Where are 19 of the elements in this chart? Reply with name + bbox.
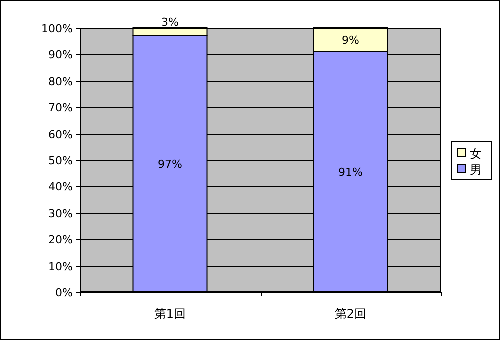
y-tick-label: 30% — [48, 208, 73, 220]
y-tick-label: 50% — [48, 154, 73, 168]
y-tick-label: 90% — [48, 48, 73, 62]
y-tick-label: 70% — [48, 102, 73, 114]
y-tick-label: 20% — [48, 234, 73, 246]
x-tick-label: 第1回 — [154, 307, 186, 321]
y-tick-label: 0% — [56, 286, 73, 300]
legend-label: 男 — [470, 163, 482, 177]
y-tick-label: 60% — [48, 128, 73, 142]
data-label: 97% — [158, 158, 182, 171]
y-tick-label: 40% — [48, 180, 73, 194]
data-label: 91% — [338, 166, 363, 179]
legend-label: 女 — [470, 147, 482, 161]
y-tick-label: 80% — [48, 76, 73, 88]
y-tick-label: 10% — [48, 260, 73, 274]
data-label: 9% — [342, 34, 360, 47]
x-tick-label: 第2回 — [334, 307, 367, 321]
data-label: 3% — [162, 16, 179, 29]
y-tick-label: 100% — [42, 22, 73, 36]
